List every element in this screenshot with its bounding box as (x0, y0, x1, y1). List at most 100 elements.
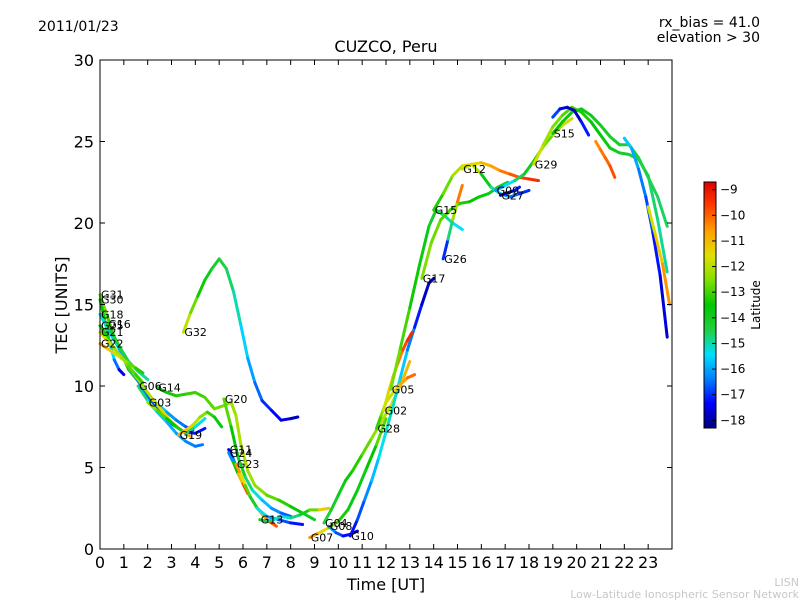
x-tick-label: 10 (328, 553, 348, 572)
series-segment (460, 162, 474, 171)
series-g05 (389, 208, 464, 391)
colorbar: −9 −10 −11 −12 −13 −14 −15 −16 −17 −18 Latitude (703, 181, 763, 429)
series-label-g24: G24 (230, 447, 253, 460)
series-segment (344, 469, 355, 482)
series-segment (532, 143, 545, 166)
series-segment (589, 113, 602, 127)
series-segment (513, 185, 521, 192)
series-segment (551, 113, 564, 129)
series-label-g06: G06 (139, 380, 162, 393)
y-tick-label: 0 (84, 540, 94, 559)
series-segment (496, 180, 510, 189)
series-label-g17: G17 (423, 272, 446, 285)
x-tick-label: 8 (286, 553, 296, 572)
series-segment (355, 466, 369, 492)
series-segment (346, 488, 359, 512)
series-segment (594, 140, 602, 152)
series-segment (227, 451, 235, 465)
colorbar-tick-label: −14 (720, 311, 745, 325)
series-g13 (258, 506, 331, 523)
series-segment (572, 109, 583, 124)
series-segment (398, 348, 409, 380)
series-segment (622, 136, 633, 150)
series-segment (603, 156, 612, 168)
series-segment (239, 441, 250, 473)
series-segment (105, 338, 116, 350)
y-tick-label: 30 (74, 51, 94, 70)
series-label-g05: G05 (392, 383, 415, 396)
colorbar-tick-label: −17 (720, 388, 745, 402)
series-segment (527, 177, 540, 183)
series-segment (279, 511, 293, 518)
series-segment (193, 391, 207, 399)
series-label-g02: G02 (385, 405, 408, 418)
series-segment (658, 273, 669, 339)
y-tick-label: 25 (74, 133, 94, 152)
series-layer (98, 105, 672, 540)
series-unlabeled-35 (646, 205, 672, 306)
series-segment (494, 184, 507, 192)
x-tick-label: 21 (590, 553, 610, 572)
colorbar-tick-label: −13 (720, 285, 745, 299)
series-label-g04: G04 (325, 517, 348, 530)
series-segment (193, 443, 204, 448)
series-segment (389, 347, 402, 391)
series-segment (653, 232, 664, 266)
series-segment (98, 293, 109, 318)
series-segment (417, 224, 431, 267)
series-label-g26: G26 (444, 253, 467, 266)
series-segment (165, 410, 178, 422)
series-g10 (348, 276, 436, 538)
series-segment (370, 420, 383, 440)
series-segment (420, 241, 433, 280)
series-segment (599, 148, 607, 160)
series-segment (98, 298, 107, 323)
series-segment (377, 430, 388, 460)
series-segment (579, 110, 593, 124)
series-segment (391, 382, 402, 394)
series-segment (579, 120, 591, 137)
series-label-g16: G16 (108, 318, 131, 331)
series-segment (446, 218, 455, 241)
series-g26 (441, 184, 464, 261)
series-segment (382, 391, 390, 412)
x-tick-label: 15 (447, 553, 467, 572)
series-segment (193, 426, 207, 435)
colorbar-tick-label: −15 (720, 336, 745, 350)
y-axis-label: TEC [UNITS] (52, 257, 71, 355)
series-segment (232, 461, 240, 476)
series-segment (232, 290, 243, 326)
series-segment (429, 218, 443, 245)
series-segment (489, 164, 502, 173)
series-segment (181, 311, 193, 334)
series-segment (375, 413, 383, 430)
series-segment (413, 303, 424, 329)
series-segment (251, 488, 264, 502)
series-segment (196, 278, 207, 298)
x-tick-label: 2 (143, 553, 153, 572)
series-label-g18: G18 (101, 308, 124, 321)
x-tick-label: 16 (471, 553, 491, 572)
series-label-g28: G28 (378, 422, 401, 435)
series-segment (112, 347, 123, 359)
series-segment (98, 312, 111, 334)
series-segment (120, 348, 131, 363)
series-segment (405, 330, 414, 342)
colorbar-gradient (703, 181, 717, 429)
series-segment (408, 263, 421, 310)
series-label-g23: G23 (237, 458, 260, 471)
y-tick-label: 5 (84, 459, 94, 478)
series-segment (456, 184, 464, 204)
series-segment (375, 417, 388, 447)
series-label-g32: G32 (184, 326, 207, 339)
series-segment (277, 498, 293, 509)
colorbar-tick-label: −11 (720, 234, 745, 248)
series-segment (279, 417, 293, 422)
x-tick-label: 13 (400, 553, 420, 572)
series-segment (184, 391, 197, 396)
series-segment (165, 420, 178, 435)
series-segment (370, 456, 381, 482)
series-segment (253, 483, 269, 497)
series-segment (217, 257, 228, 271)
series-segment (551, 120, 564, 135)
